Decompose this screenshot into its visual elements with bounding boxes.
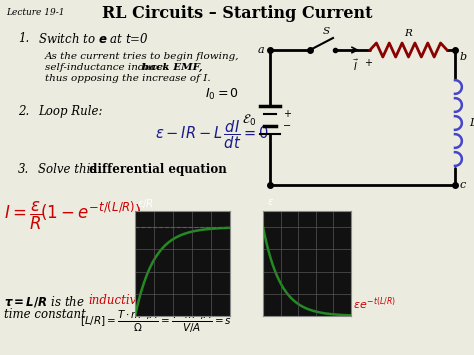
Text: $[L/R] = \dfrac{T \cdot m^2/A}{\Omega} = \dfrac{T \cdot m^2/A}{V/A} = s$: $[L/R] = \dfrac{T \cdot m^2/A}{\Omega} =… — [80, 308, 232, 335]
Text: $\varepsilon$: $\varepsilon$ — [266, 197, 274, 207]
Text: self-inductance induces: self-inductance induces — [45, 63, 172, 72]
Text: Solve this: Solve this — [38, 163, 96, 176]
Text: $I = \dfrac{\varepsilon}{R}\!\left(1 - e^{-t/(L/R)}\right)$: $I = \dfrac{\varepsilon}{R}\!\left(1 - e… — [4, 200, 142, 232]
Text: $\varepsilon/R$: $\varepsilon/R$ — [137, 197, 154, 209]
Text: inductive: inductive — [88, 294, 143, 307]
Text: $\varepsilon - IR - L\,\dfrac{dI}{dt} = 0$: $\varepsilon - IR - L\,\dfrac{dI}{dt} = … — [155, 118, 269, 151]
Text: b: b — [460, 52, 467, 62]
Text: RL Circuits – Starting Current: RL Circuits – Starting Current — [102, 5, 372, 22]
Text: $V_L = L\dfrac{dI}{dt} = \varepsilon e^{-t(L/R)}$: $V_L = L\dfrac{dI}{dt} = \varepsilon e^{… — [295, 295, 396, 318]
Text: As the current tries to begin flowing,: As the current tries to begin flowing, — [45, 52, 239, 61]
Text: $I_0 = 0$: $I_0 = 0$ — [205, 87, 239, 102]
Text: L: L — [469, 118, 474, 128]
Text: $\vec{I}$: $\vec{I}$ — [353, 58, 359, 73]
Text: c: c — [460, 180, 466, 190]
Text: R: R — [404, 29, 412, 38]
Text: Loop Rule:: Loop Rule: — [38, 105, 102, 118]
Text: differential equation: differential equation — [85, 163, 227, 176]
Text: thus opposing the increase of I.: thus opposing the increase of I. — [45, 74, 210, 83]
Text: Switch to $\boldsymbol{e}$ at $t$=0: Switch to $\boldsymbol{e}$ at $t$=0 — [38, 32, 149, 46]
Text: $\mathcal{E}_0$: $\mathcal{E}_0$ — [242, 113, 256, 127]
Text: S: S — [322, 27, 329, 36]
Text: 3.: 3. — [18, 163, 29, 176]
Text: 2.: 2. — [18, 105, 29, 118]
Text: −: − — [283, 121, 291, 131]
Text: +: + — [283, 109, 291, 119]
Text: time constant: time constant — [4, 308, 86, 321]
Text: 1.: 1. — [18, 32, 29, 45]
Text: back EMF,: back EMF, — [142, 63, 202, 72]
Text: a: a — [257, 45, 264, 55]
Text: Lecture 19-1: Lecture 19-1 — [6, 8, 64, 17]
Text: +: + — [364, 58, 372, 68]
Text: $\boldsymbol{\tau}$$\boldsymbol{=L/R}$ is the: $\boldsymbol{\tau}$$\boldsymbol{=L/R}$ i… — [4, 294, 85, 309]
